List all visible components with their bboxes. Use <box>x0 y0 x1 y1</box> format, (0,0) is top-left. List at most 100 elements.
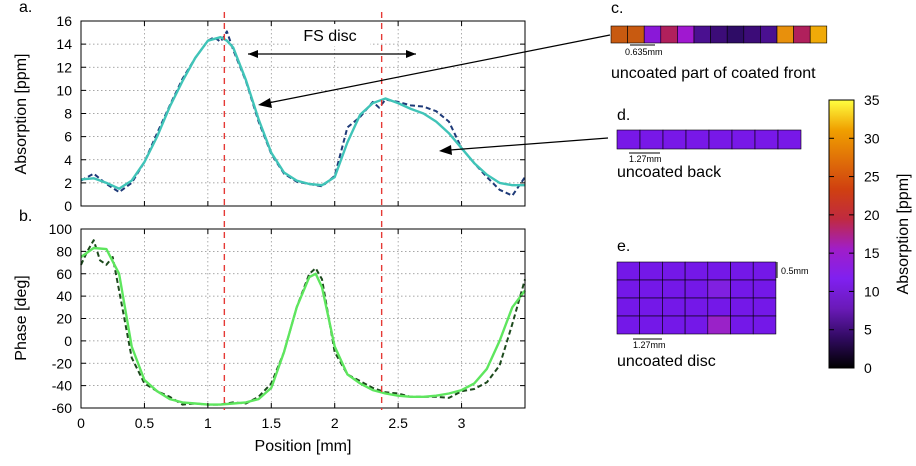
phase-y-tick-label: -60 <box>52 400 72 416</box>
inset-c-label: c. <box>611 0 623 17</box>
inset-d-cell <box>708 129 733 150</box>
inset-e-cell <box>730 315 754 335</box>
inset-c-cell <box>809 25 828 44</box>
inset-e-side-label: 0.5mm <box>781 266 809 276</box>
inset-e-cell <box>639 297 663 317</box>
phase-y-tick-label: 20 <box>56 311 72 327</box>
position-x-label: Position [mm] <box>255 438 352 455</box>
fs-disc-arrowhead-left <box>248 50 258 58</box>
phase-y-tick-label: 40 <box>56 288 72 304</box>
colorbar-label: Absorption [ppm] <box>895 174 912 295</box>
inset-c-cell <box>677 25 695 44</box>
absorption-y-tick-label: 6 <box>64 129 72 145</box>
pointer-c-arrowhead <box>258 98 272 108</box>
fs-disc-label: FS disc <box>303 28 356 45</box>
inset-e-cell <box>616 279 641 299</box>
inset-d-cell <box>616 129 641 150</box>
inset-c-cell <box>710 25 728 44</box>
inset-e-cell <box>684 315 709 335</box>
inset-e-cell <box>707 297 731 317</box>
absorption-y-tick-label: 8 <box>64 106 72 122</box>
x-tick-label: 2.5 <box>388 415 408 431</box>
phase-y-tick-label: -20 <box>52 355 72 371</box>
inset-e-cell <box>662 315 686 335</box>
inset-c-cell <box>693 25 711 44</box>
absorption-y-tick-label: 4 <box>64 152 72 168</box>
inset-d-label: d. <box>617 107 630 124</box>
inset-c-cell <box>743 25 761 44</box>
colorbar-tick-label: 25 <box>864 169 880 185</box>
inset-e-cell <box>639 261 663 281</box>
inset-e-caption: uncoated disc <box>617 353 716 370</box>
inset-c-cell <box>776 25 794 44</box>
inset-c-cell <box>793 25 811 44</box>
inset-d-cell <box>731 129 756 150</box>
x-tick-label: 0.5 <box>135 415 155 431</box>
pointer-d-arrowhead <box>439 145 452 155</box>
inset-e-cell <box>662 279 686 299</box>
absorption-y-tick-label: 14 <box>56 36 72 52</box>
colorbar-tick-label: 5 <box>864 322 872 338</box>
x-tick-label: 1.5 <box>262 415 282 431</box>
inset-e-cell <box>684 261 709 281</box>
inset-e-cell <box>752 279 777 299</box>
absorption-y-tick-label: 12 <box>56 59 72 75</box>
colorbar-tick-label: 20 <box>864 207 880 223</box>
inset-c-caption: uncoated part of coated front <box>611 65 816 82</box>
inset-d-cell <box>685 129 710 150</box>
phase-y-tick-label: 100 <box>49 221 73 237</box>
phase-y-label: Phase [deg] <box>13 275 30 360</box>
inset-d-cell <box>754 129 779 150</box>
inset-e-cell <box>707 315 731 335</box>
x-tick-label: 0 <box>77 415 85 431</box>
inset-e-cell <box>752 261 777 281</box>
inset-c-cell <box>726 25 745 44</box>
inset-e-label: e. <box>617 238 630 255</box>
inset-c-cell <box>643 25 662 44</box>
inset-d-cell <box>777 129 802 150</box>
inset-e-scale-label: 1.27mm <box>633 340 666 350</box>
inset-e-cell <box>730 261 754 281</box>
phase-series-fit <box>80 246 526 406</box>
disc-edge-markers <box>223 12 383 410</box>
inset-e-cell <box>707 279 731 299</box>
inset-e-cell <box>684 297 709 317</box>
pointer-c-line <box>267 34 611 104</box>
inset-e-cell <box>730 279 754 299</box>
inset-c-cell <box>610 25 628 44</box>
absorption-y-tick-label: 2 <box>64 175 72 191</box>
panel-label-a: a. <box>19 0 32 16</box>
phase-y-tick-label: 60 <box>56 266 72 282</box>
inset-e-cell <box>662 261 686 281</box>
inset-e-cell <box>639 315 663 335</box>
colorbar-tick-label: 0 <box>864 360 872 376</box>
annotations: FS disc <box>248 24 611 155</box>
inset-e-cell <box>707 261 731 281</box>
inset-e-cell <box>684 279 709 299</box>
colorbar-tick-label: 15 <box>864 245 880 261</box>
inset-c-cell <box>760 25 778 44</box>
colorbar-tick-label: 35 <box>864 92 880 108</box>
absorption-y-tick-label: 10 <box>56 82 72 98</box>
inset-uncoated-disc: e. 0.5mm 1.27mm uncoated disc <box>616 238 809 370</box>
phase-panel: 0 0.5 1 1.5 2 2.5 3 -60 -40 -20 0 20 40 60 80 100 b. Ph… <box>13 208 526 455</box>
inset-e-cell <box>730 297 754 317</box>
inset-uncoated-back: d. 1.27mm uncoated back <box>616 107 802 181</box>
pointer-d-line <box>449 137 609 151</box>
phase-y-tick-label: 0 <box>64 333 72 349</box>
inset-e-cell <box>616 315 641 335</box>
absorption-y-tick-label: 16 <box>56 13 72 29</box>
inset-d-cell <box>639 129 664 150</box>
absorption-panel: 0 2 4 6 8 10 12 14 16 a. Absorption [ppm] <box>13 0 526 214</box>
inset-coated-front: c. 0.635mm uncoated part of coated front <box>610 0 828 82</box>
absorption-y-tick-label: 0 <box>64 198 72 214</box>
inset-c-cell <box>660 25 678 44</box>
colorbar-tick-label: 10 <box>864 283 880 299</box>
inset-c-scale-label: 0.635mm <box>625 47 663 57</box>
colorbar-tick-label: 30 <box>864 130 880 146</box>
inset-e-cell <box>616 261 641 281</box>
inset-d-caption: uncoated back <box>617 164 722 181</box>
inset-e-cell <box>752 315 777 335</box>
panel-label-b: b. <box>19 208 32 225</box>
